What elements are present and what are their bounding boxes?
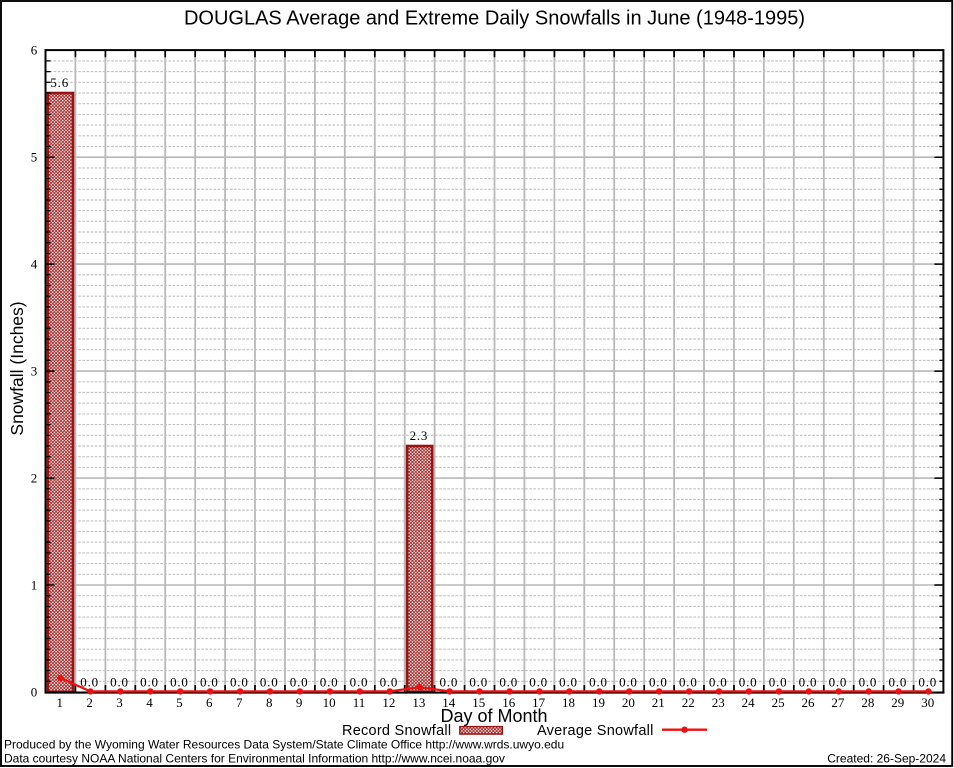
svg-text:3: 3 xyxy=(31,364,38,379)
svg-text:27: 27 xyxy=(831,695,845,710)
svg-text:2: 2 xyxy=(86,695,93,710)
svg-text:21: 21 xyxy=(652,695,665,710)
svg-text:0.0: 0.0 xyxy=(260,674,279,689)
svg-text:11: 11 xyxy=(353,695,366,710)
svg-text:Produced by the Wyoming Water: Produced by the Wyoming Water Resources … xyxy=(4,737,564,751)
svg-text:0.0: 0.0 xyxy=(619,674,638,689)
svg-text:0.0: 0.0 xyxy=(350,674,369,689)
svg-text:13: 13 xyxy=(412,695,425,710)
svg-text:0.0: 0.0 xyxy=(439,674,458,689)
svg-text:18: 18 xyxy=(562,695,575,710)
svg-text:19: 19 xyxy=(592,695,605,710)
svg-text:6: 6 xyxy=(31,43,38,58)
svg-text:2: 2 xyxy=(31,471,38,486)
svg-text:0.0: 0.0 xyxy=(829,674,848,689)
svg-text:4: 4 xyxy=(31,257,38,272)
svg-text:0.0: 0.0 xyxy=(140,674,159,689)
svg-text:Day of Month: Day of Month xyxy=(440,706,547,726)
svg-text:0: 0 xyxy=(31,684,38,699)
svg-text:5: 5 xyxy=(176,695,183,710)
svg-text:Data courtesy NOAA National Ce: Data courtesy NOAA National Centers for … xyxy=(4,752,505,766)
svg-text:0.0: 0.0 xyxy=(679,674,698,689)
svg-text:4: 4 xyxy=(146,695,153,710)
svg-text:0.0: 0.0 xyxy=(739,674,758,689)
svg-text:0.0: 0.0 xyxy=(200,674,219,689)
svg-text:29: 29 xyxy=(891,695,904,710)
svg-text:0.0: 0.0 xyxy=(918,674,937,689)
svg-text:2.3: 2.3 xyxy=(410,428,429,443)
svg-text:0.0: 0.0 xyxy=(170,674,189,689)
svg-text:5.6: 5.6 xyxy=(50,75,69,90)
svg-text:Snowfall (Inches): Snowfall (Inches) xyxy=(7,301,27,435)
svg-text:0.0: 0.0 xyxy=(230,674,249,689)
svg-text:25: 25 xyxy=(772,695,785,710)
svg-text:17: 17 xyxy=(532,695,546,710)
svg-text:0.0: 0.0 xyxy=(769,674,788,689)
svg-text:24: 24 xyxy=(742,695,756,710)
svg-text:9: 9 xyxy=(296,695,303,710)
svg-text:12: 12 xyxy=(382,695,395,710)
svg-text:0.0: 0.0 xyxy=(859,674,878,689)
svg-text:26: 26 xyxy=(802,695,816,710)
svg-text:0.0: 0.0 xyxy=(888,674,907,689)
svg-text:16: 16 xyxy=(502,695,516,710)
svg-text:0.0: 0.0 xyxy=(290,674,309,689)
svg-text:Created: 26-Sep-2024: Created: 26-Sep-2024 xyxy=(827,752,946,766)
svg-text:0.0: 0.0 xyxy=(559,674,578,689)
svg-text:0.0: 0.0 xyxy=(110,674,129,689)
svg-text:10: 10 xyxy=(323,695,336,710)
svg-text:0.0: 0.0 xyxy=(649,674,668,689)
svg-text:DOUGLAS Average and Extreme Da: DOUGLAS Average and Extreme Daily Snowfa… xyxy=(184,8,805,30)
svg-text:Average Snowfall: Average Snowfall xyxy=(537,723,654,739)
svg-text:0.0: 0.0 xyxy=(799,674,818,689)
svg-text:0.0: 0.0 xyxy=(499,674,518,689)
svg-text:6: 6 xyxy=(206,695,213,710)
svg-text:14: 14 xyxy=(442,695,456,710)
svg-text:23: 23 xyxy=(712,695,725,710)
svg-text:22: 22 xyxy=(682,695,695,710)
svg-text:7: 7 xyxy=(236,695,243,710)
svg-text:5: 5 xyxy=(31,150,38,165)
svg-text:28: 28 xyxy=(861,695,874,710)
svg-text:0.0: 0.0 xyxy=(469,674,488,689)
svg-text:0.0: 0.0 xyxy=(380,674,399,689)
svg-text:1: 1 xyxy=(56,695,63,710)
svg-text:0.0: 0.0 xyxy=(80,674,99,689)
svg-text:0.0: 0.0 xyxy=(589,674,608,689)
svg-text:20: 20 xyxy=(622,695,635,710)
svg-text:30: 30 xyxy=(921,695,934,710)
svg-text:0.0: 0.0 xyxy=(529,674,548,689)
svg-text:0.0: 0.0 xyxy=(709,674,728,689)
svg-text:15: 15 xyxy=(472,695,485,710)
svg-text:8: 8 xyxy=(266,695,273,710)
svg-text:3: 3 xyxy=(116,695,123,710)
svg-text:1: 1 xyxy=(31,577,38,592)
svg-text:Record Snowfall: Record Snowfall xyxy=(342,723,451,739)
svg-text:0.0: 0.0 xyxy=(320,674,339,689)
